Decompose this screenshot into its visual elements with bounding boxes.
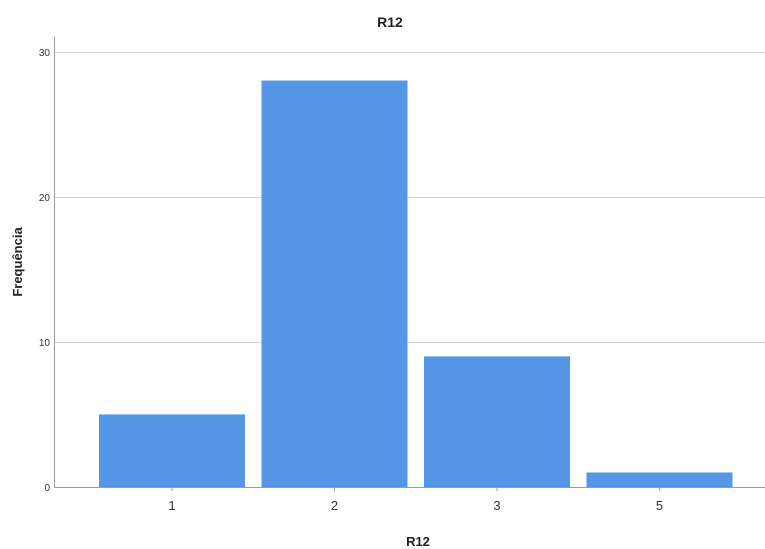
- y-axis-title: Frequência: [10, 227, 25, 297]
- x-axis-title: R12: [406, 534, 430, 549]
- x-tick-label: 1: [168, 498, 175, 513]
- y-tick-label: 20: [39, 193, 51, 204]
- bar-2: [261, 80, 408, 487]
- bar-1: [99, 414, 245, 487]
- x-tick-label: 5: [656, 498, 663, 513]
- x-tick-labels: 1 2 3 5: [168, 498, 663, 513]
- bar-layer: [99, 80, 733, 487]
- x-tick-label: 2: [331, 498, 338, 513]
- y-tick-label: 30: [39, 48, 51, 59]
- chart-title: R12: [377, 14, 403, 30]
- y-tick-label: 10: [39, 338, 51, 349]
- bar-3: [424, 356, 570, 487]
- y-tick-labels: 0 10 20 30: [39, 48, 51, 494]
- grid-layer: [54, 52, 765, 343]
- x-tick-label: 3: [493, 498, 500, 513]
- y-tick-label: 0: [44, 483, 50, 494]
- axis-layer: [54, 37, 765, 491]
- bar-5: [586, 472, 733, 487]
